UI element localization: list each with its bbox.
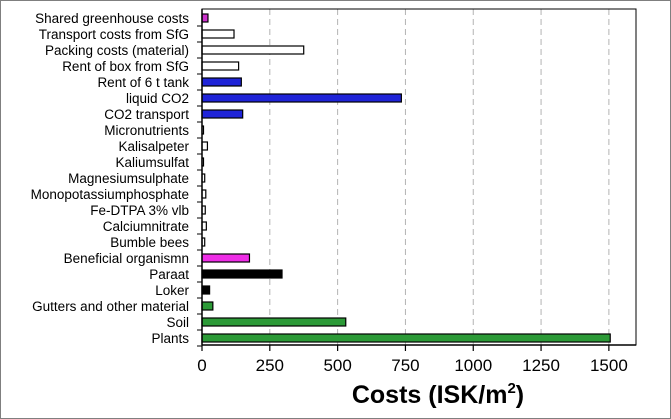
- category-label: Transport costs from SfG: [39, 27, 189, 42]
- x-axis: 0 250 500 750 1000 1250 1500: [197, 9, 636, 375]
- bar-beneficial-organismn: [201, 253, 251, 263]
- category-label: Soil: [166, 315, 189, 330]
- category-label: Monopotassiumphosphate: [31, 187, 189, 202]
- category-label: liquid CO2: [126, 91, 189, 106]
- category-label: Packing costs (material): [45, 43, 189, 58]
- bar-rent-of-6-t-tank: [201, 77, 242, 87]
- category-label: Micronutrients: [104, 123, 189, 138]
- bar-packing-costs-material: [201, 45, 305, 55]
- category-label: Plants: [151, 331, 189, 346]
- bar-paraat: [201, 269, 283, 279]
- bar-loker: [201, 285, 211, 295]
- category-label: Beneficial organismn: [64, 251, 189, 266]
- category-label: Gutters and other material: [32, 299, 189, 314]
- category-label: Calciumnitrate: [103, 219, 189, 234]
- bar-rent-of-box-from-sfg: [201, 61, 240, 71]
- bar-plants: [201, 333, 611, 343]
- category-label: Rent of box from SfG: [62, 59, 189, 74]
- category-label: Kalisalpeter: [118, 139, 189, 154]
- bar-kalisalpeter: [201, 141, 209, 151]
- x-tick-label: 1500: [590, 356, 628, 375]
- x-tick-label: 1000: [454, 356, 492, 375]
- category-label: Kaliumsulfat: [115, 155, 189, 170]
- category-label: CO2 transport: [104, 107, 189, 122]
- x-tick-label: 500: [323, 356, 351, 375]
- category-label: Paraat: [149, 267, 189, 282]
- category-label: Loker: [155, 283, 189, 298]
- bar-soil: [201, 317, 347, 327]
- bar-transport-costs-from-sfg: [201, 29, 235, 39]
- x-tick-label: 250: [256, 356, 284, 375]
- x-tick-label: 750: [391, 356, 419, 375]
- category-label: Magnesiumsulphate: [68, 171, 189, 186]
- bar-gutters-and-other-material: [201, 301, 214, 311]
- bar-shared-greenhouse-costs: [201, 13, 209, 23]
- category-label: Rent of 6 t tank: [97, 75, 189, 90]
- category-label: Fe-DTPA 3% vlb: [90, 203, 189, 218]
- x-tick-label: 1250: [522, 356, 560, 375]
- x-tick-label: 0: [197, 356, 206, 375]
- plot-area: [202, 9, 636, 345]
- category-label: Shared greenhouse costs: [35, 11, 189, 26]
- bar-liquid-co2: [201, 93, 402, 103]
- category-label: Bumble bees: [110, 235, 189, 250]
- x-axis-title: Costs (ISK/m2): [352, 380, 524, 409]
- bar-co2-transport: [201, 109, 244, 119]
